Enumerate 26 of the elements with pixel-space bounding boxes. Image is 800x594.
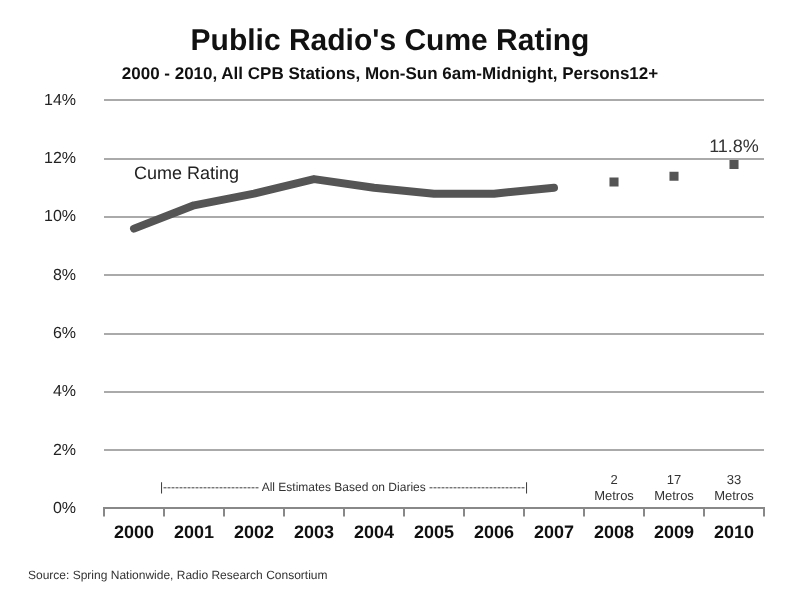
y-tick-label: 12%: [43, 149, 77, 168]
y-tick-label: 10%: [43, 207, 77, 226]
x-tick-label: 2000: [113, 522, 155, 543]
y-tick-label: 14%: [43, 90, 77, 109]
x-tick-label: 2004: [353, 522, 395, 543]
x-tick-label: 2008: [593, 522, 635, 543]
point: [609, 177, 619, 187]
x-tick-label: 2001: [173, 522, 215, 543]
point: [669, 171, 679, 181]
chart-title: Public Radio's Cume Rating: [190, 24, 590, 59]
y-tick-label: 0%: [52, 498, 77, 517]
data-label: 11.8%: [709, 136, 759, 157]
y-tick-label: 4%: [52, 382, 77, 401]
series-label: Cume Rating: [134, 162, 240, 183]
x-tick-label: 2005: [413, 522, 455, 543]
x-tick-label: 2009: [653, 522, 695, 543]
y-tick-label: 2%: [52, 440, 77, 459]
x-tick-label: 2010: [713, 522, 755, 543]
x-tick-label: 2002: [233, 522, 275, 543]
point: [729, 159, 739, 170]
chart-subtitle: 2000 - 2010, All CPB Stations, Mon-Sun 6am-Midnight, Persons12+: [121, 62, 659, 83]
x-tick-label: 2007: [533, 522, 575, 543]
y-tick-label: 8%: [52, 265, 77, 284]
x-tick-label: 2006: [473, 522, 515, 543]
y-tick-label: 6%: [52, 323, 77, 342]
x-tick-label: 2003: [293, 522, 335, 543]
